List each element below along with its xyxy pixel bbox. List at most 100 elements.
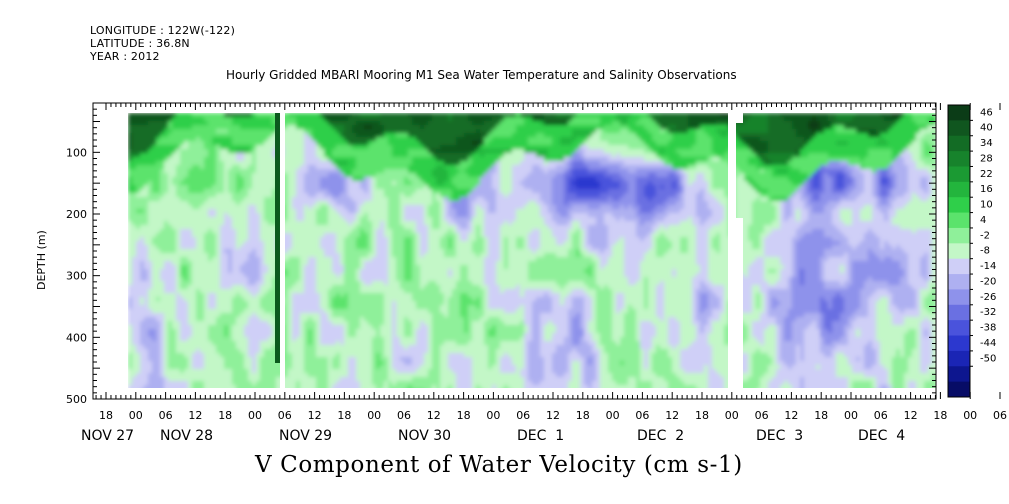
heatmap-cell: [408, 373, 413, 378]
heatmap-cell: [412, 117, 417, 122]
heatmap-cell: [404, 145, 409, 150]
heatmap-cell: [376, 381, 381, 386]
heatmap-cell: [200, 281, 205, 286]
heatmap-cell: [272, 125, 277, 130]
heatmap-cell: [336, 165, 341, 170]
heatmap-cell: [132, 305, 137, 310]
heatmap-cell: [376, 129, 381, 134]
heatmap-cell: [132, 297, 137, 302]
heatmap-cell: [144, 133, 149, 138]
heatmap-cell: [328, 205, 333, 210]
heatmap-cell: [396, 141, 401, 146]
heatmap-cell: [316, 285, 321, 290]
heatmap-cell: [384, 177, 389, 182]
heatmap-cell: [404, 377, 409, 382]
heatmap-cell: [392, 337, 397, 342]
heatmap-cell: [364, 349, 369, 354]
heatmap-cell: [284, 265, 289, 270]
heatmap-cell: [140, 169, 145, 174]
heatmap-cell: [164, 125, 169, 130]
heatmap-cell: [324, 141, 329, 146]
heatmap-cell: [200, 209, 205, 214]
heatmap-cell: [264, 341, 269, 346]
heatmap-cell: [252, 369, 257, 374]
heatmap-cell: [308, 305, 313, 310]
heatmap-cell: [216, 217, 221, 222]
heatmap-cell: [340, 237, 345, 242]
heatmap-cell: [196, 305, 201, 310]
heatmap-cell: [208, 273, 213, 278]
heatmap-cell: [176, 125, 181, 130]
heatmap-cell: [340, 369, 345, 374]
heatmap-cell: [348, 345, 353, 350]
heatmap-cell: [208, 317, 213, 322]
heatmap-cell: [312, 177, 317, 182]
heatmap-cell: [160, 341, 165, 346]
heatmap-cell: [344, 265, 349, 270]
heatmap-cell: [300, 161, 305, 166]
heatmap-cell: [200, 385, 205, 390]
heatmap-cell: [244, 373, 249, 378]
heatmap-cell: [272, 225, 277, 230]
heatmap-cell: [256, 329, 261, 334]
heatmap-cell: [224, 345, 229, 350]
heatmap-cell: [172, 377, 177, 382]
heatmap-cell: [128, 257, 133, 262]
heatmap-cell: [292, 221, 297, 226]
heatmap-cell: [256, 213, 261, 218]
heatmap-cell: [352, 125, 357, 130]
heatmap-cell: [288, 285, 293, 290]
heatmap-cell: [316, 317, 321, 322]
heatmap-cell: [340, 273, 345, 278]
heatmap-cell: [240, 309, 245, 314]
heatmap-cell: [284, 281, 289, 286]
heatmap-cell: [404, 237, 409, 242]
heatmap-cell: [200, 189, 205, 194]
heatmap-cell: [188, 357, 193, 362]
heatmap-cell: [256, 305, 261, 310]
heatmap-cell: [392, 341, 397, 346]
heatmap-cell: [180, 277, 185, 282]
heatmap-cell: [292, 297, 297, 302]
heatmap-cell: [404, 357, 409, 362]
heatmap-cell: [408, 213, 413, 218]
heatmap-cell: [180, 217, 185, 222]
heatmap-cell: [196, 349, 201, 354]
heatmap-cell: [272, 245, 277, 250]
heatmap-cell: [152, 133, 157, 138]
heatmap-cell: [392, 345, 397, 350]
heatmap-cell: [252, 365, 257, 370]
heatmap-cell: [136, 381, 141, 386]
heatmap-cell: [392, 237, 397, 242]
heatmap-cell: [272, 161, 277, 166]
heatmap-cell: [180, 237, 185, 242]
heatmap-cell: [168, 209, 173, 214]
heatmap-cell: [300, 377, 305, 382]
heatmap-cell: [276, 365, 281, 370]
heatmap-cell: [196, 229, 201, 234]
heatmap-cell: [300, 285, 305, 290]
heatmap-cell: [196, 357, 201, 362]
heatmap-cell: [208, 249, 213, 254]
heatmap-cell: [128, 349, 133, 354]
heatmap-cell: [408, 177, 413, 182]
heatmap-cell: [316, 269, 321, 274]
heatmap-cell: [212, 145, 217, 150]
heatmap-cell: [208, 285, 213, 290]
heatmap-cell: [240, 241, 245, 246]
heatmap-cell: [300, 281, 305, 286]
heatmap-cell: [260, 305, 265, 310]
heatmap-cell: [400, 217, 405, 222]
heatmap-cell: [256, 317, 261, 322]
heatmap-cell: [324, 345, 329, 350]
heatmap-cell: [176, 325, 181, 330]
heatmap-cell: [272, 345, 277, 350]
heatmap-cell: [380, 189, 385, 194]
heatmap-cell: [392, 253, 397, 258]
heatmap-cell: [176, 257, 181, 262]
heatmap-cell: [252, 169, 257, 174]
heatmap-cell: [396, 357, 401, 362]
heatmap-cell: [272, 229, 277, 234]
heatmap-cell: [376, 221, 381, 226]
heatmap-cell: [252, 305, 257, 310]
